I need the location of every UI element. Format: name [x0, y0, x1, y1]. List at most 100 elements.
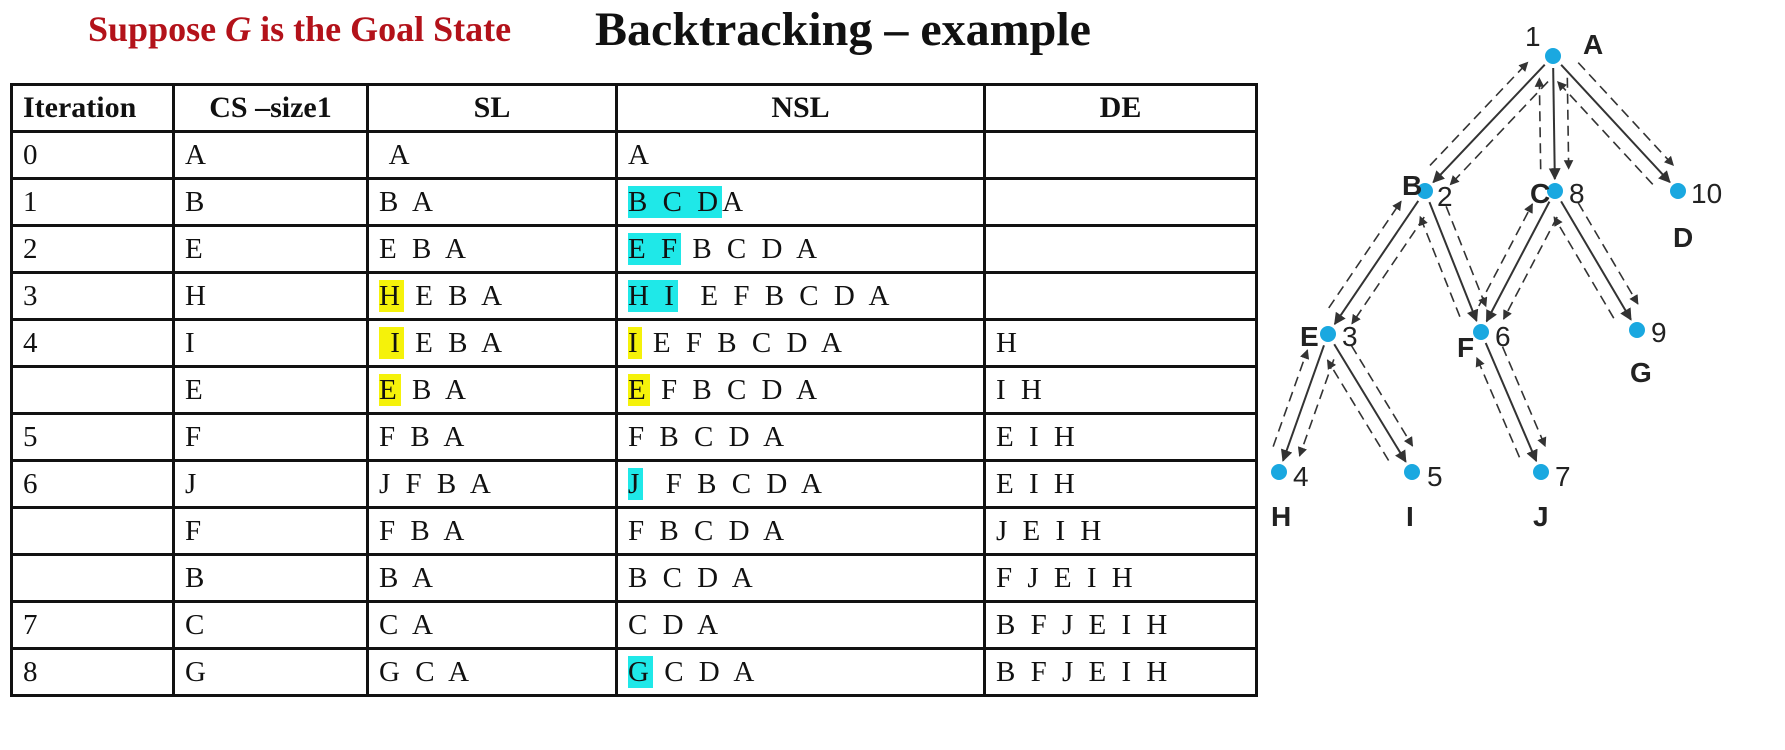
node-label: I [1406, 501, 1414, 532]
traversal-arrow-down [1351, 216, 1425, 325]
de-cell: J E I H [983, 506, 1258, 556]
traversal-arrow-up [1478, 203, 1534, 307]
sl-cell: E B A [366, 365, 618, 415]
entry-text: E B A [403, 279, 507, 312]
entry-text: G C A [379, 655, 474, 688]
entry-text: B A [379, 561, 437, 594]
highlighted-entry: J [628, 467, 644, 500]
highlighted-entry: I [628, 326, 642, 359]
traversal-arrow-up [1429, 61, 1529, 166]
cs-cell: J [172, 459, 369, 509]
traversal-arrow-up [1557, 80, 1654, 185]
tree-edge [1333, 200, 1420, 326]
cs-cell: I [172, 318, 369, 368]
tree-nodes: A 1 B 2 C 8 D 10 E 3 F 6 G 9 H4 I5 J7 [1271, 21, 1722, 532]
entry-text: J F B A [379, 467, 495, 500]
entry-text: E F B C D A [677, 279, 894, 312]
tree-node-d [1670, 183, 1686, 199]
entry-text: F B A [379, 514, 469, 547]
entry-text: F B C D A [649, 373, 822, 406]
nsl-cell: F B C D A [615, 506, 986, 556]
iteration-cell: 4 [10, 318, 175, 368]
sl-cell: E B A [366, 224, 618, 274]
tree-edge [1428, 201, 1479, 322]
nsl-cell: B C D A [615, 553, 986, 603]
traversal-arrow-down [1577, 202, 1639, 305]
de-cell: I H [983, 365, 1258, 415]
tree-node-i [1404, 464, 1420, 480]
entry-text: F B A [379, 420, 469, 453]
cs-cell: B [172, 177, 369, 227]
nsl-cell: E F B C D A [615, 365, 986, 415]
goal-note-pre: Suppose [88, 9, 226, 49]
traversal-arrow-down [1297, 359, 1335, 457]
entry-text: C D A [628, 608, 723, 641]
header-cs: CS –size1 [172, 83, 369, 133]
sl-cell: F B A [366, 506, 618, 556]
tree-edge [1485, 201, 1551, 323]
iteration-cell: 2 [10, 224, 175, 274]
highlighted-entry: I [379, 326, 404, 359]
tree-node-g [1629, 322, 1645, 338]
visit-order-label: 3 [1342, 321, 1358, 352]
tree-node-j [1533, 464, 1549, 480]
tree-edge [1560, 200, 1632, 321]
visit-order-label: 6 [1495, 321, 1511, 352]
traversal-arrow-down [1350, 345, 1414, 447]
table-header-row: Iteration CS –size1 SL NSL DE [10, 83, 1258, 133]
sl-cell: B A [366, 177, 618, 227]
traversal-arrow-up [1418, 215, 1461, 318]
iteration-cell: 6 [10, 459, 175, 509]
iteration-cell: 8 [10, 647, 175, 697]
highlighted-entry: H [379, 279, 404, 312]
goal-note-post: is the Goal State [251, 9, 512, 49]
cs-cell: C [172, 600, 369, 650]
nsl-cell: F B C D A [615, 412, 986, 462]
entry-text: E B A [403, 326, 507, 359]
nsl-cell: I E F B C D A [615, 318, 986, 368]
highlighted-entry: E [379, 373, 401, 406]
entry-text: A [722, 185, 748, 218]
header-de: DE [983, 83, 1258, 133]
iteration-cell: 7 [10, 600, 175, 650]
search-tree-diagram: A 1 B 2 C 8 D 10 E 3 F 6 G 9 H4 I5 J7 [1271, 21, 1722, 532]
cs-cell: A [172, 130, 369, 180]
entry-text: B A [400, 373, 470, 406]
header-nsl: NSL [615, 83, 986, 133]
iteration-cell: 0 [10, 130, 175, 180]
tree-node-c [1547, 183, 1563, 199]
tree-edges [1272, 61, 1674, 463]
tree-edge [1560, 64, 1671, 184]
sl-cell: B A [366, 553, 618, 603]
goal-state-note: Suppose G is the Goal State [88, 8, 511, 50]
cs-cell: H [172, 271, 369, 321]
tree-edge [1333, 343, 1407, 463]
tree-edge [1432, 64, 1546, 184]
de-cell [983, 224, 1258, 274]
traversal-arrow-down [1449, 81, 1549, 186]
nsl-cell: B C DA [615, 177, 986, 227]
de-cell: E I H [983, 412, 1258, 462]
highlighted-entry: G [628, 655, 653, 688]
node-label: F [1457, 332, 1474, 363]
traversal-arrow-down [1501, 346, 1547, 448]
node-label: E [1300, 321, 1319, 352]
nsl-cell: E F B C D A [615, 224, 986, 274]
de-cell [983, 177, 1258, 227]
sl-cell: G C A [366, 647, 618, 697]
de-cell: H [983, 318, 1258, 368]
de-cell: E I H [983, 459, 1258, 509]
entry-text: B A [379, 185, 437, 218]
entry-text: B C D A [681, 232, 822, 265]
entry-text: E B A [379, 232, 470, 265]
